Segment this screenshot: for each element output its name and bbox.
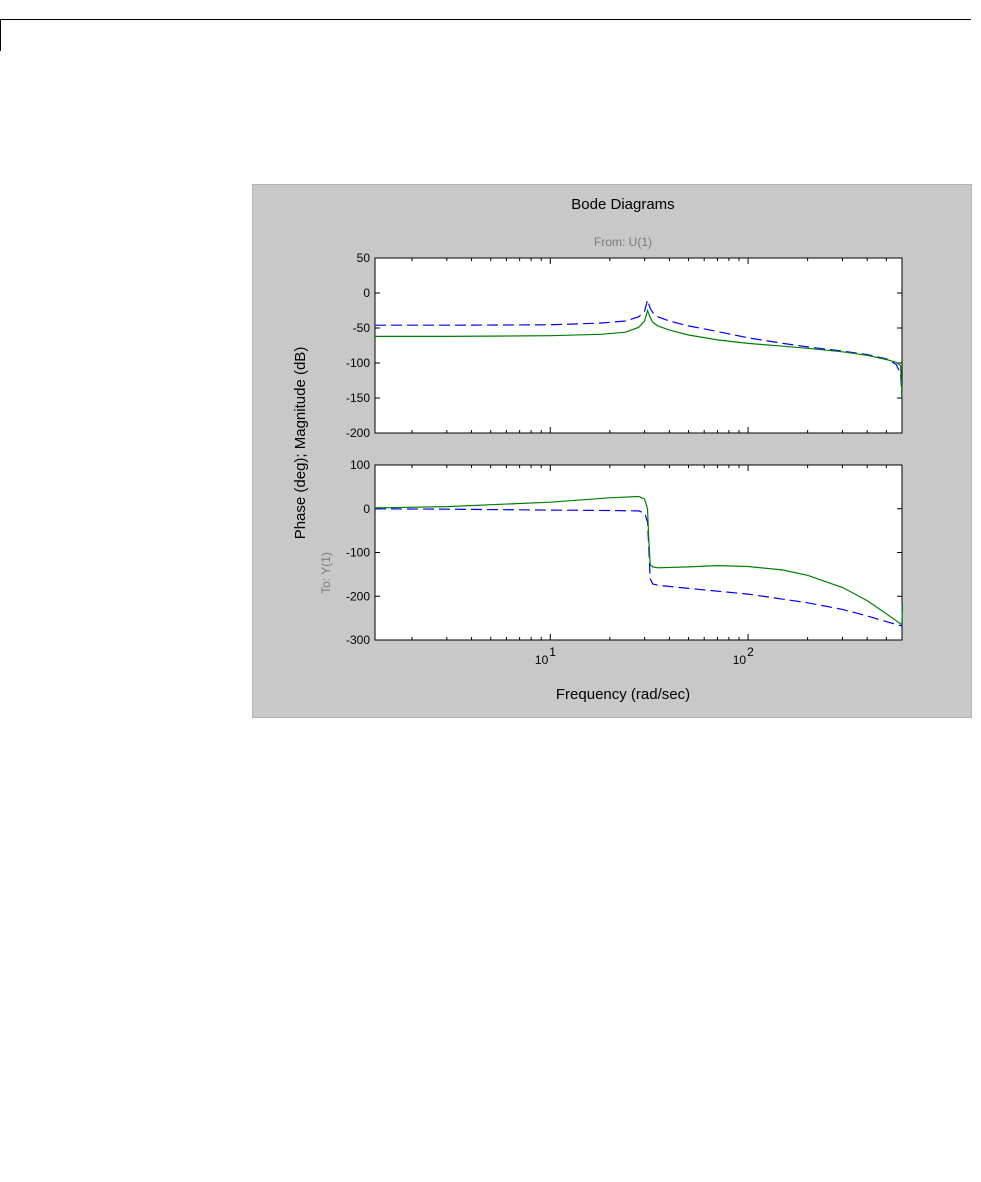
magnitude-panel: 50 0 -50 -100 -150 -200 <box>346 251 903 440</box>
x-tick-label-base: 10 <box>733 653 747 667</box>
figure-window: Bode Diagrams From: U(1) Phase (deg); Ma… <box>252 184 972 718</box>
magnitude-y-tick-label: 50 <box>357 251 371 265</box>
y-axis-label: Phase (deg); Magnitude (dB) <box>292 347 309 540</box>
chart-title: Bode Diagrams <box>571 196 674 213</box>
x-tick-label-exponent: 2 <box>747 645 754 659</box>
x-tick-label-base: 10 <box>535 653 549 667</box>
page-header-corner-rule <box>0 19 1 51</box>
x-tick-label-exponent: 1 <box>549 645 556 659</box>
phase-panel: 100 0 -100 -200 -300 <box>346 458 903 647</box>
magnitude-series-solid-line <box>375 308 903 397</box>
from-input-label: From: U(1) <box>594 235 652 249</box>
page-header-rule <box>0 19 971 20</box>
phase-y-tick-label: 100 <box>350 458 370 472</box>
magnitude-y-tick-label: 0 <box>363 286 370 300</box>
phase-y-tick-label: 0 <box>363 502 370 516</box>
phase-y-tick-label: -200 <box>346 589 370 603</box>
magnitude-axes-box <box>374 257 903 434</box>
phase-series-dashed-line <box>374 508 903 627</box>
phase-y-tick-label: -300 <box>346 633 370 647</box>
phase-series-solid-line <box>374 495 903 626</box>
phase-y-tick-label: -100 <box>346 546 370 560</box>
magnitude-y-tick-label: -200 <box>346 426 370 440</box>
bode-chart: Bode Diagrams From: U(1) Phase (deg); Ma… <box>292 196 903 703</box>
magnitude-y-tick-label: -100 <box>346 356 370 370</box>
magnitude-y-tick-label: -50 <box>353 321 371 335</box>
to-output-label: To: Y(1) <box>319 552 333 594</box>
magnitude-series-dashed-line <box>375 297 903 399</box>
x-axis-label: Frequency (rad/sec) <box>556 686 690 703</box>
phase-axes-box <box>374 464 903 641</box>
magnitude-y-tick-label: -150 <box>346 391 370 405</box>
